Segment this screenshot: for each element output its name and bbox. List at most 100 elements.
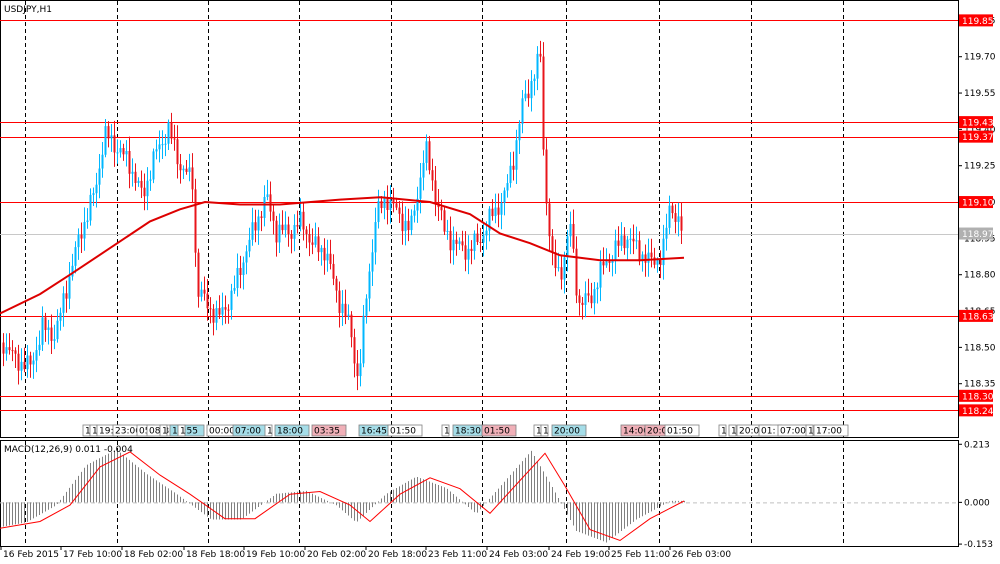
candle-body xyxy=(428,141,431,171)
candle-body xyxy=(593,289,596,304)
candle-body xyxy=(191,167,194,190)
candle-body xyxy=(401,213,404,232)
candle-body xyxy=(104,126,107,155)
candle-body xyxy=(83,221,86,239)
candle-body xyxy=(551,236,554,253)
candle-body xyxy=(101,154,104,169)
event-marker xyxy=(387,424,423,437)
candle-body xyxy=(365,298,368,316)
event-marker-label: 07:00 xyxy=(235,427,261,437)
candle-body xyxy=(335,278,338,291)
candle-body xyxy=(377,201,380,223)
candle-body xyxy=(197,252,200,297)
candle-body xyxy=(407,220,410,231)
event-marker xyxy=(177,424,186,437)
candle-body xyxy=(116,152,119,154)
candle-body xyxy=(209,308,212,310)
candle-body xyxy=(14,350,17,354)
candle-body xyxy=(56,320,59,340)
candle-body xyxy=(626,239,629,249)
event-marker xyxy=(169,424,205,437)
event-marker xyxy=(274,424,310,437)
candle-body xyxy=(563,257,566,280)
candle-body xyxy=(251,222,254,240)
candle-body xyxy=(269,194,272,212)
event-marker xyxy=(813,424,849,437)
candle-body xyxy=(476,233,479,242)
y-tick-label: 119.25 xyxy=(964,162,996,172)
candle-body xyxy=(158,144,161,150)
event-marker-label: 1 xyxy=(543,427,549,437)
candle-body xyxy=(617,240,620,246)
candle-body xyxy=(140,180,143,188)
candle-body xyxy=(323,247,326,261)
candle-body xyxy=(479,241,482,243)
candle-body xyxy=(20,361,23,371)
candle-body xyxy=(347,314,350,317)
candle-body xyxy=(380,201,383,209)
candle-body xyxy=(518,123,521,141)
candle-body xyxy=(275,220,278,243)
candle-body xyxy=(260,216,263,218)
candle-body xyxy=(107,126,110,139)
candle-body xyxy=(482,235,485,243)
candle-body xyxy=(128,151,131,174)
candle-body xyxy=(680,216,683,231)
candle-body xyxy=(332,263,335,279)
candle-body xyxy=(353,337,356,364)
event-marker-label: 01:50 xyxy=(484,427,510,437)
candle-body xyxy=(17,353,20,371)
candle-body xyxy=(290,234,293,239)
candle-body xyxy=(257,216,260,231)
candle-body xyxy=(644,254,647,263)
candle-body xyxy=(113,135,116,153)
macd-panel xyxy=(0,450,958,543)
level-tag-label: 119.43 xyxy=(962,119,994,129)
candle-body xyxy=(65,293,68,299)
candle-body xyxy=(284,224,287,231)
candle-body xyxy=(431,170,434,181)
candle-body xyxy=(530,81,533,99)
candle-body xyxy=(125,151,128,155)
candle-body xyxy=(287,224,290,235)
event-marker-label: 1 xyxy=(536,427,542,437)
candle-body xyxy=(152,151,155,180)
level-tag xyxy=(959,116,993,129)
candle-body xyxy=(41,317,44,345)
candle-body xyxy=(206,293,209,309)
candle-body xyxy=(23,361,26,370)
candle-body xyxy=(416,198,419,211)
y-tick-label: 118.80 xyxy=(964,271,996,281)
level-tag-label: 119.10 xyxy=(962,199,994,209)
candle-body xyxy=(350,314,353,338)
event-marker xyxy=(311,424,347,437)
candle-body xyxy=(248,239,251,252)
candle-body xyxy=(599,261,602,288)
event-marker-label: 1 xyxy=(92,427,98,437)
candle-body xyxy=(443,210,446,232)
event-marker xyxy=(551,424,587,437)
candle-body xyxy=(653,257,656,265)
level-tag xyxy=(959,196,993,209)
candle-body xyxy=(395,203,398,208)
candle-body xyxy=(605,261,608,266)
candle-body xyxy=(215,308,218,323)
event-marker xyxy=(159,424,168,437)
candle-body xyxy=(122,148,125,155)
candle-body xyxy=(44,317,47,330)
candle-body xyxy=(404,220,407,232)
candle-body xyxy=(26,355,29,370)
level-tag xyxy=(959,404,993,417)
event-marker-label: 1 xyxy=(267,427,273,437)
candle-body xyxy=(491,208,494,217)
candle-body xyxy=(182,168,185,171)
candle-body xyxy=(89,194,92,221)
candle-body xyxy=(497,207,500,215)
x-tick-label: 19 Feb 10:00 xyxy=(246,550,305,560)
candle-body xyxy=(164,143,167,145)
candle-body xyxy=(506,183,509,191)
level-tag-label: 118.24 xyxy=(962,407,994,417)
x-tick-label: 18 Feb 02:00 xyxy=(124,550,183,560)
candle-body xyxy=(425,141,428,163)
